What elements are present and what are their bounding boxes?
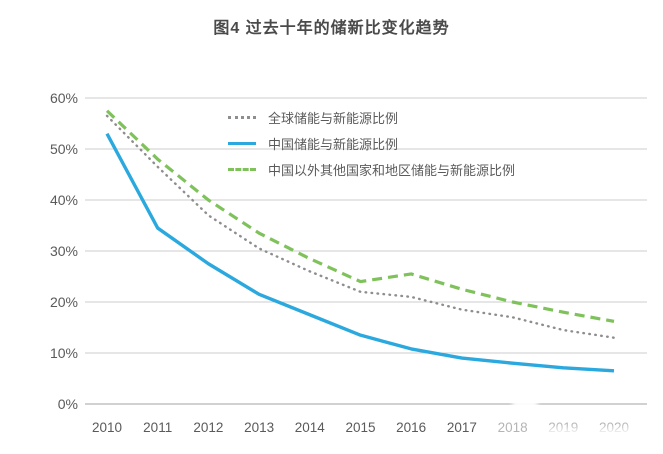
solid-line-marker-icon: [228, 141, 256, 145]
x-tick-label: 2012: [193, 420, 224, 435]
series-line-0: [105, 114, 616, 339]
legend-item-others: 中国以外其他国家和地区储能与新能源比例: [228, 156, 515, 182]
dotted-line-marker-icon: [228, 115, 256, 119]
y-tick-label: 30%: [49, 243, 78, 259]
legend-item-china: 中国储能与新能源比例: [228, 130, 515, 156]
x-tick-label: 2010: [91, 420, 123, 435]
y-tick-label: 10%: [49, 345, 78, 361]
x-tick-label: 2011: [143, 420, 173, 435]
y-tick-label: 20%: [49, 294, 78, 310]
chart-legend: 全球储能与新能源比例 中国储能与新能源比例 中国以外其他国家和地区储能与新能源比…: [228, 104, 515, 182]
legend-label-china: 中国储能与新能源比例: [268, 136, 399, 152]
legend-label-global: 全球储能与新能源比例: [268, 110, 399, 126]
legend-label-others: 中国以外其他国家和地区储能与新能源比例: [268, 162, 516, 178]
series-line-2: [105, 109, 615, 323]
x-tick-label: 2014: [294, 420, 325, 435]
x-tick-label: 2017: [446, 420, 477, 435]
x-tick-label: 2016: [396, 420, 427, 435]
x-tick-label: 2013: [244, 420, 275, 435]
watermark-blob: [630, 412, 663, 454]
y-tick-label: 60%: [49, 90, 78, 106]
legend-item-global: 全球储能与新能源比例: [228, 104, 515, 130]
x-tick-label: 2015: [345, 420, 376, 435]
series-line-1: [105, 132, 615, 373]
dashed-line-marker-icon: [228, 167, 256, 171]
y-tick-label: 40%: [49, 192, 78, 208]
chart-title: 图4 过去十年的储新比变化趋势: [213, 20, 450, 37]
watermark-blob: [512, 396, 538, 410]
y-tick-label: 50%: [49, 141, 78, 157]
y-tick-label: 0%: [57, 396, 78, 412]
